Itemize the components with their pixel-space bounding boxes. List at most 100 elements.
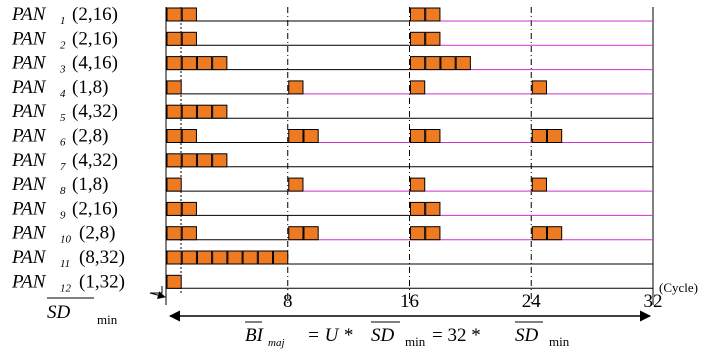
pan-index: 12	[60, 282, 72, 294]
pan-row-5	[166, 104, 653, 119]
allocated-slot	[166, 56, 182, 71]
pan-label-3: PAN 3 (4,16)	[11, 53, 118, 76]
allocated-slot	[242, 250, 258, 265]
allocated-slot	[212, 153, 228, 168]
grid-lines	[287, 7, 532, 305]
pan-row-6	[166, 129, 653, 143]
allocated-slot	[257, 250, 274, 265]
allocated-slot	[425, 226, 441, 241]
pan-params: (2,8)	[79, 223, 115, 244]
pan-params: (8,32)	[79, 247, 125, 268]
pan-name: PAN	[11, 247, 47, 268]
allocated-slot	[531, 177, 547, 192]
sd-min-main: SD	[47, 302, 71, 323]
axis-unit-label: (Cycle)	[659, 280, 698, 295]
allocated-slot	[288, 226, 304, 241]
pan-row-11	[166, 250, 653, 265]
pan-row-10	[166, 226, 653, 241]
pan-row-7	[166, 153, 653, 168]
allocated-slot	[196, 153, 213, 168]
allocated-slot	[410, 7, 426, 22]
pan-row-4	[166, 80, 653, 95]
pan-label-7: PAN 7 (4,32)	[11, 150, 118, 173]
pan-label-1: PAN 1 (2,16)	[11, 4, 118, 27]
allocated-slot	[212, 104, 228, 119]
pan-name: PAN	[11, 174, 47, 195]
allocated-slot	[166, 274, 182, 289]
allocated-slot	[410, 31, 426, 46]
pan-name: PAN	[11, 271, 47, 292]
allocated-slot	[181, 201, 197, 216]
allocated-slot	[212, 250, 228, 265]
pan-index: 8	[60, 185, 66, 197]
pan-name: PAN	[11, 53, 47, 74]
allocated-slot	[425, 56, 441, 71]
pan-name: PAN	[11, 198, 47, 219]
pan-name: PAN	[11, 28, 47, 49]
allocated-slot	[181, 129, 197, 143]
formula: BI maj = U * SD min = 32 * SD min	[245, 321, 570, 349]
pan-label-9: PAN 9 (2,16)	[11, 198, 118, 221]
pan-params: (2,16)	[72, 28, 118, 49]
allocated-slot	[288, 80, 304, 95]
allocated-slot	[166, 153, 182, 168]
pan-params: (1,8)	[72, 174, 108, 195]
pan-params: (2,16)	[72, 4, 118, 25]
allocated-slot	[288, 177, 304, 192]
pan-row-12	[166, 274, 653, 289]
pan-label-11: PAN 11 (8,32)	[11, 247, 125, 270]
allocated-slot	[546, 226, 563, 241]
allocated-slot	[166, 7, 182, 22]
formula-sd: SD	[371, 325, 395, 346]
pan-row-3	[166, 56, 653, 71]
pan-label-4: PAN 4 (1,8)	[11, 77, 108, 100]
pan-params: (4,32)	[72, 101, 118, 122]
allocated-slot	[425, 129, 441, 143]
pan-index: 6	[60, 137, 66, 149]
allocated-slot	[166, 80, 182, 95]
allocated-slot	[410, 226, 426, 241]
pan-label-8: PAN 8 (1,8)	[11, 174, 108, 197]
allocated-slot	[410, 56, 426, 71]
allocated-slot	[410, 201, 426, 216]
allocated-slot	[166, 31, 182, 46]
pan-index: 5	[60, 112, 66, 124]
allocated-slot	[196, 104, 213, 119]
pan-name: PAN	[11, 150, 47, 171]
pan-params: (1,32)	[79, 271, 125, 292]
allocated-slot	[181, 250, 197, 265]
pan-label-5: PAN 5 (4,32)	[11, 101, 118, 124]
tick-label-24: 24	[522, 291, 542, 312]
pan-label-12: PAN 12 (1,32)	[11, 271, 125, 294]
allocated-slot	[181, 56, 197, 71]
tick-label-32: 32	[644, 291, 663, 312]
allocated-slot	[166, 250, 182, 265]
formula-eq1: = U *	[307, 325, 353, 346]
allocated-slot	[440, 56, 456, 71]
pan-params: (4,16)	[72, 53, 118, 74]
allocated-slot	[273, 250, 289, 265]
pan-name: PAN	[11, 101, 47, 122]
pan-params: (4,32)	[72, 150, 118, 171]
allocated-slot	[410, 129, 426, 143]
pan-name: PAN	[11, 4, 47, 25]
pan-params: (1,8)	[72, 77, 108, 98]
tick-label-8: 8	[283, 291, 293, 312]
allocated-slot	[546, 129, 563, 143]
labels-group: PAN 1 (2,16)PAN 2 (2,16)PAN 3 (4,16)PAN 4 (1,8)P…	[11, 4, 125, 294]
allocated-slot	[181, 226, 197, 241]
allocated-slot	[425, 201, 441, 216]
allocated-slot	[181, 7, 197, 22]
pan-row-9	[166, 201, 653, 216]
sd-min-sub: min	[97, 312, 118, 327]
formula-bi: BI	[245, 325, 265, 346]
pan-index: 10	[60, 234, 72, 246]
pan-label-10: PAN 10 (2,8)	[11, 223, 115, 246]
allocated-slot	[196, 56, 213, 71]
formula-eq2: = 32 *	[432, 325, 481, 346]
tick-label-16: 16	[400, 291, 419, 312]
allocated-slot	[455, 56, 471, 71]
formula-sd2: SD	[515, 325, 539, 346]
